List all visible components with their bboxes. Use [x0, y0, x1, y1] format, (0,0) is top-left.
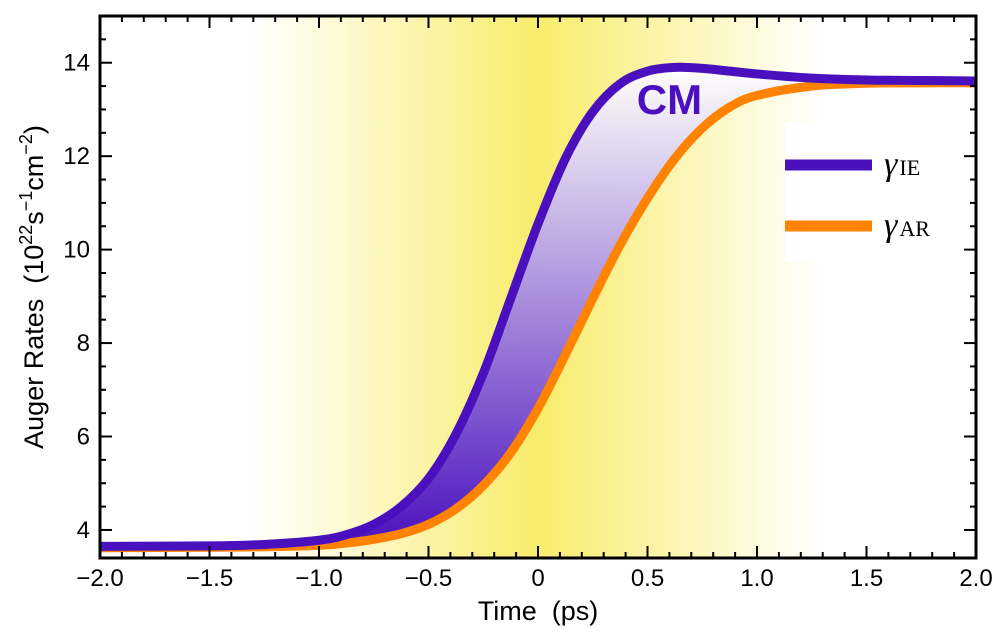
x-tick-label: 1.0	[740, 565, 773, 592]
x-tick-label: 0.5	[631, 565, 664, 592]
y-tick-label: 10	[63, 237, 90, 264]
y-tick-label: 4	[77, 517, 90, 544]
legend-background	[785, 122, 885, 262]
x-tick-label: 2.0	[959, 565, 992, 592]
legend-ie-label: γIE	[884, 146, 920, 183]
gamma-ie-line	[100, 62, 976, 551]
x-tick-label: 0	[531, 565, 544, 592]
cm-annotation: CM	[637, 76, 702, 123]
x-tick-label: 1.5	[850, 565, 883, 592]
x-tick-label: −2.0	[76, 565, 123, 592]
y-tick-label: 8	[77, 330, 90, 357]
y-tick-label: 12	[63, 143, 90, 170]
legend-ar-label: γAR	[884, 207, 930, 244]
y-axis-title: Auger Rates (1022s−1cm−2)	[16, 125, 49, 449]
y-tick-label: 14	[63, 50, 90, 77]
x-axis-tick-labels: −2.0 −1.5 −1.0 −0.5 0 0.5 1.0 1.5 2.0	[76, 565, 992, 592]
x-tick-label: −1.5	[186, 565, 233, 592]
y-tick-label: 6	[77, 424, 90, 451]
y-axis-tick-labels: 4 6 8 10 12 14	[63, 50, 90, 544]
axis-ticks	[99, 15, 977, 558]
x-axis-title: Time (ps)	[478, 596, 599, 626]
legend: γIE γAR	[785, 122, 930, 262]
x-tick-label: −0.5	[405, 565, 452, 592]
x-tick-label: −1.0	[295, 565, 342, 592]
cm-shaded-area	[100, 67, 976, 548]
gamma-ar-line	[100, 78, 976, 553]
